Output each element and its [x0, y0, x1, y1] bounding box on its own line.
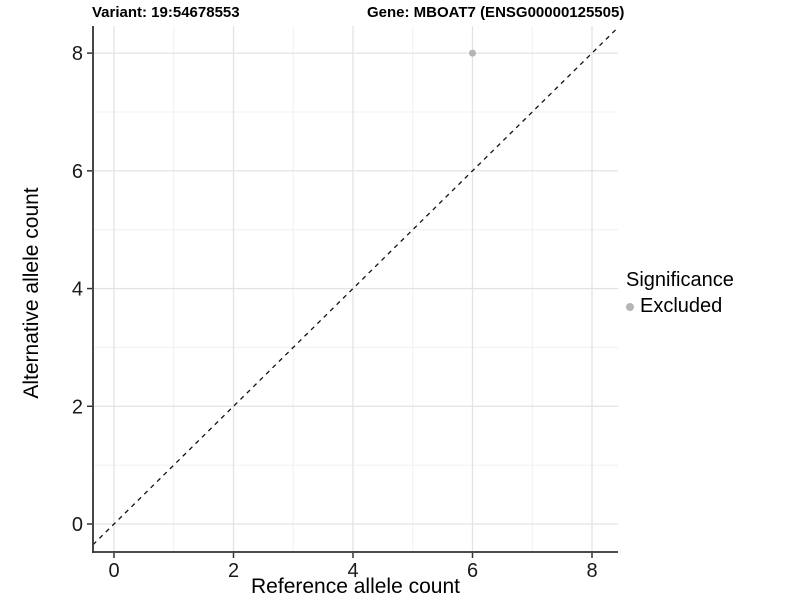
x-tick-label: 6	[467, 560, 478, 582]
x-tick-label: 2	[228, 560, 239, 582]
legend-point-icon	[626, 302, 634, 311]
legend-item-label: Excluded	[640, 295, 723, 317]
y-tick-label: 2	[72, 396, 83, 418]
legend: Significance Excluded	[626, 269, 734, 318]
gene-title: Gene: MBOAT7 (ENSG00000125505)	[367, 4, 625, 21]
x-tick-label: 8	[586, 560, 597, 582]
y-tick-label: 8	[72, 43, 83, 65]
x-tick-label: 0	[108, 560, 119, 582]
x-tick-label: 4	[347, 560, 358, 582]
data-point	[469, 49, 476, 57]
legend-item-excluded: Excluded	[626, 295, 734, 318]
y-tick-label: 0	[72, 514, 83, 536]
identity-reference-line	[92, 27, 619, 546]
variant-title: Variant: 19:54678553	[92, 4, 240, 21]
legend-title: Significance	[626, 269, 734, 291]
y-axis-title: Alternative allele count	[20, 187, 43, 399]
y-tick-label: 6	[72, 161, 83, 183]
y-tick-label: 4	[72, 279, 83, 301]
x-axis-title: Reference allele count	[251, 575, 460, 598]
